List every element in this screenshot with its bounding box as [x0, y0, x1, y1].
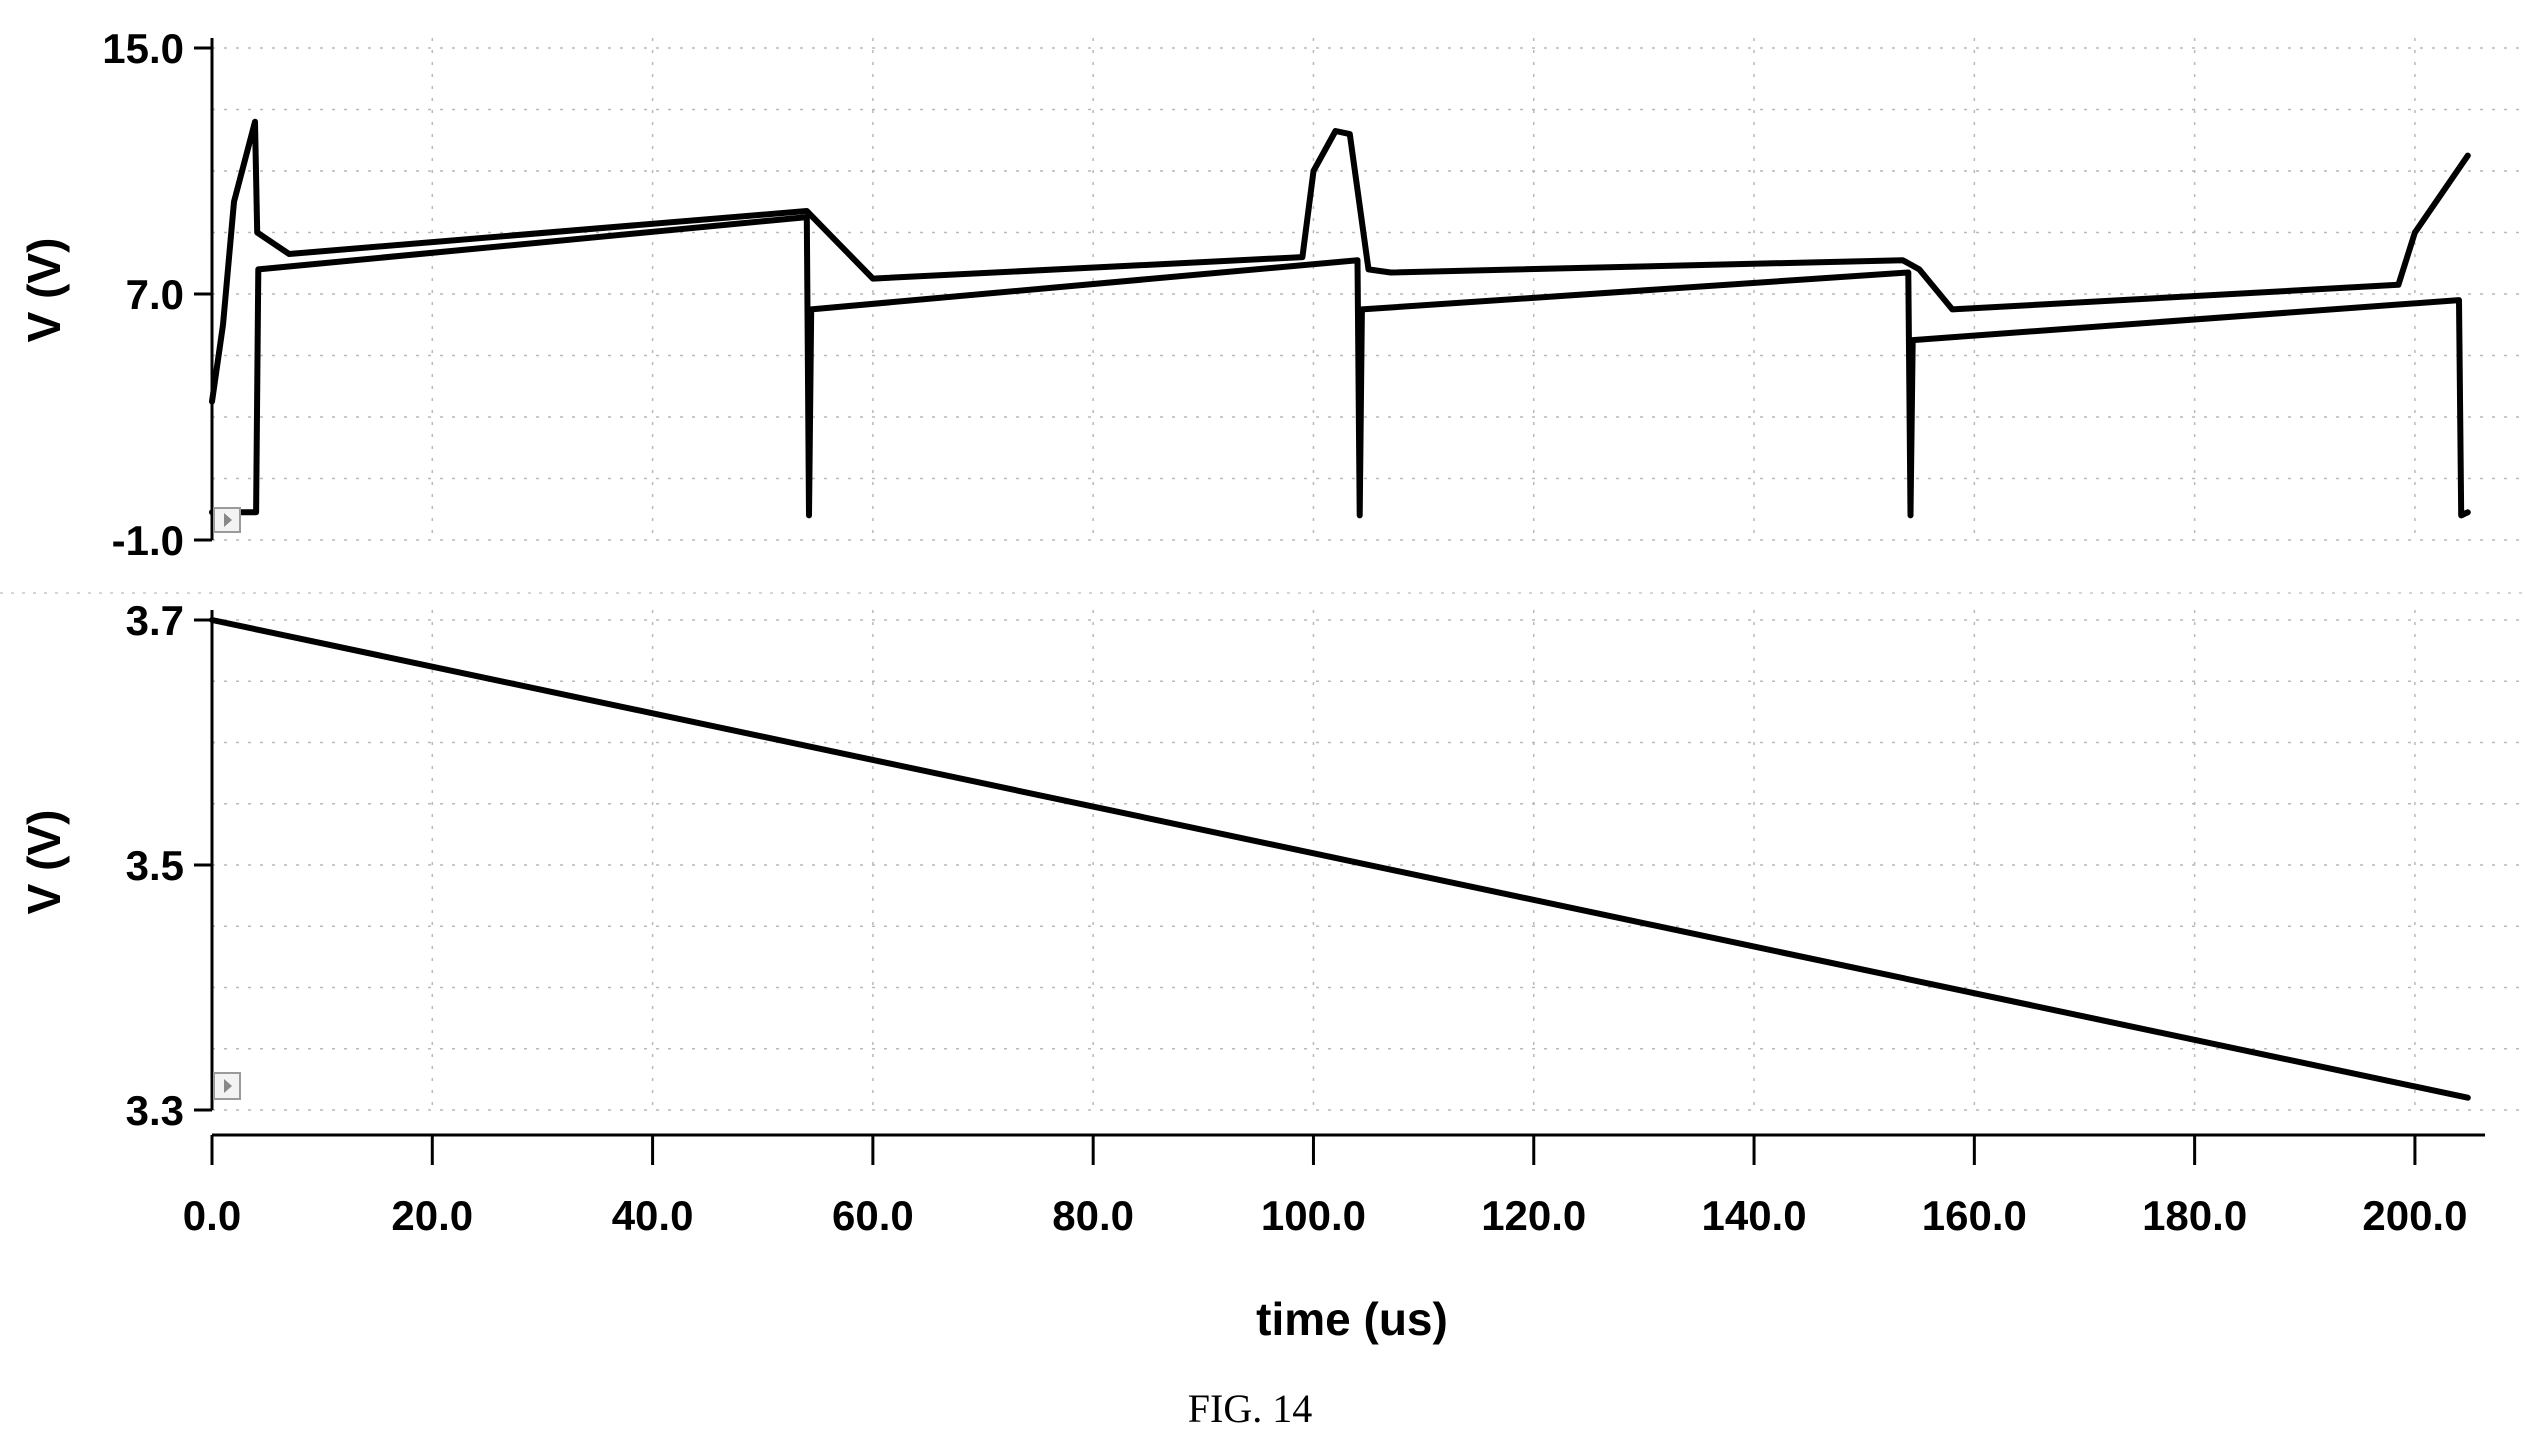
x-tick-label: 40.0: [612, 1192, 694, 1239]
x-tick-label: 100.0: [1261, 1192, 1366, 1239]
x-tick-label: 20.0: [391, 1192, 473, 1239]
top-y-tick-labels: 15.0 7.0 -1.0: [102, 25, 184, 564]
top-y-axis-title: V (V): [18, 238, 70, 343]
bottom-series-line-1: [209, 617, 2471, 1101]
top-trace-marker: [213, 507, 241, 533]
x-tick-label: 60.0: [832, 1192, 914, 1239]
top-panel-grid: [211, 38, 2520, 541]
x-tick-label: 140.0: [1701, 1192, 1806, 1239]
figure-caption: FIG. 14: [1188, 1386, 1312, 1431]
bottom-panel-series: [209, 617, 2471, 1101]
top-series-line-2: [209, 214, 2471, 519]
y-tick-label: 7.0: [126, 271, 184, 318]
x-tick-labels: 0.0 20.0 40.0 60.0 80.0 100.0 120.0 140.0 160.0 1…: [183, 1192, 2468, 1239]
bottom-y-tick-labels: 3.7 3.5 3.3: [126, 597, 184, 1134]
y-tick-label: -1.0: [112, 517, 184, 564]
bottom-panel-grid: [211, 610, 2520, 1111]
y-tick-label: 3.7: [126, 597, 184, 644]
bottom-trace-marker: [213, 1072, 241, 1100]
y-tick-label: 3.3: [126, 1087, 184, 1134]
x-tick-marks: [210, 1135, 2417, 1165]
top-panel-series: [209, 118, 2471, 519]
top-y-tick-marks: [194, 46, 212, 542]
y-tick-label: 3.5: [126, 842, 184, 889]
x-tick-label: 80.0: [1052, 1192, 1134, 1239]
x-tick-label: 160.0: [1922, 1192, 2027, 1239]
bottom-y-tick-marks: [194, 618, 212, 1112]
x-tick-label: 180.0: [2142, 1192, 2247, 1239]
x-tick-label: 200.0: [2362, 1192, 2467, 1239]
top-series-line-1: [209, 118, 2471, 405]
y-tick-label: 15.0: [102, 25, 184, 72]
x-axis-title: time (us): [1256, 1293, 1448, 1345]
x-tick-label: 0.0: [183, 1192, 241, 1239]
bottom-y-axis-title: V (V): [18, 810, 70, 915]
x-tick-label: 120.0: [1481, 1192, 1586, 1239]
